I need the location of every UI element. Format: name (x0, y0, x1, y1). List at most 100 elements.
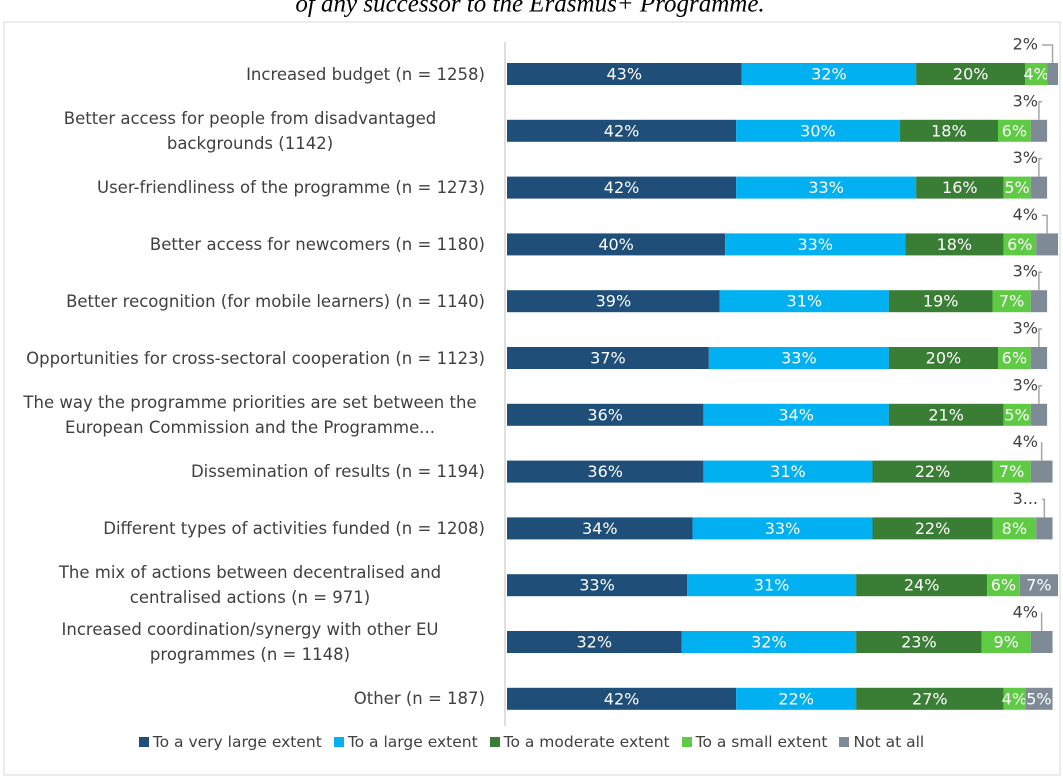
legend-label: To a large extent (347, 733, 478, 751)
data-label: 36% (587, 462, 623, 481)
data-label: 6% (1007, 235, 1032, 254)
data-label: 4% (1013, 603, 1038, 622)
bar-segment (1003, 233, 1037, 256)
data-label: 24% (904, 576, 940, 595)
data-label: 21% (928, 405, 964, 424)
category-text: Opportunities for cross-sectoral coopera… (26, 348, 485, 368)
data-label: 6% (1002, 349, 1027, 368)
bar-segment (997, 347, 1031, 369)
bar-segment (981, 631, 1031, 653)
category-label: Increased budget (n = 1258) (15, 44, 485, 104)
bar-segment (507, 347, 709, 369)
data-label: 3% (1013, 91, 1038, 110)
data-label: 27% (912, 689, 948, 708)
category-label: Better recognition (for mobile learners)… (15, 271, 485, 331)
data-label: 5% (1004, 405, 1029, 424)
data-label: 3% (1013, 375, 1038, 394)
bar-segment (1036, 233, 1058, 256)
bar-segment (741, 63, 917, 85)
data-label: 32% (811, 65, 847, 84)
data-label: 7% (1026, 576, 1051, 595)
chart-border (3, 21, 1061, 776)
data-label: 32% (577, 633, 613, 652)
category-label: Better access for people from disadvanta… (15, 101, 485, 161)
bar-segment (507, 460, 704, 483)
data-label: 5% (1004, 178, 1029, 197)
data-label: 33% (797, 235, 833, 254)
bar-segment (916, 63, 1026, 85)
data-label: 22% (915, 519, 951, 538)
callout-line (1038, 271, 1042, 291)
callout-line (1038, 101, 1042, 120)
bar-segment (507, 574, 688, 597)
legend-swatch (489, 737, 500, 747)
callout-line (1038, 328, 1042, 347)
data-label: 4% (1023, 65, 1048, 84)
data-label: 43% (607, 65, 643, 84)
callout-line (1042, 498, 1046, 518)
bar-segment (856, 574, 988, 597)
data-label: 9% (993, 633, 1018, 652)
legend-label: To a very large extent (152, 733, 322, 751)
bar-segment (507, 176, 737, 199)
legend-item: To a small extent (681, 733, 828, 751)
bar-segment (681, 631, 857, 653)
data-label: 18% (931, 121, 967, 140)
bar-segment (1003, 687, 1026, 710)
category-text: The way the programme priorities are set… (23, 392, 477, 437)
bar-segment (856, 631, 982, 653)
bar-segment (1030, 403, 1048, 426)
data-label: 42% (604, 121, 640, 140)
bar-segment (1030, 176, 1048, 199)
data-label: 4% (1002, 689, 1027, 708)
bar-segment (872, 460, 993, 483)
bar-segment (1030, 631, 1053, 653)
chart-title: of any successor to the Erasmus+ Program… (295, 0, 764, 18)
bar-segment (725, 233, 906, 256)
bar-segment (507, 233, 726, 256)
bar-segment (719, 290, 889, 313)
legend-item: To a very large extent (138, 733, 322, 751)
data-label: 7% (999, 292, 1024, 311)
bar-segment (888, 403, 1004, 426)
bar-segment (992, 460, 1031, 483)
callout-line (1042, 44, 1054, 63)
bar-segment (736, 119, 900, 142)
category-text: The mix of actions between decentralised… (58, 563, 442, 608)
category-label: Other (n = 187) (15, 669, 485, 729)
data-label: 33% (765, 519, 801, 538)
data-label: 19% (923, 292, 959, 311)
legend-swatch (839, 737, 850, 747)
bar-segment (507, 403, 704, 426)
bar-segment (507, 631, 682, 653)
legend-swatch (681, 737, 692, 747)
bar-segment (916, 176, 1004, 199)
data-label: 6% (991, 576, 1016, 595)
data-label: 32% (751, 633, 787, 652)
data-label: 42% (604, 178, 640, 197)
bar-segment (1025, 63, 1048, 85)
category-text: Increased coordination/synergy with othe… (61, 620, 439, 664)
data-label: 18% (937, 235, 973, 254)
bar-segment (992, 290, 1031, 313)
category-text: Other (n = 187) (353, 689, 485, 709)
legend-label: To a small extent (695, 733, 828, 751)
data-label: 5% (1026, 689, 1051, 708)
data-label: 20% (926, 349, 962, 368)
bar-segment (997, 119, 1031, 142)
category-label: Increased coordination/synergy with othe… (15, 612, 485, 672)
bar-segment (703, 460, 873, 483)
data-label: 4% (1013, 432, 1038, 451)
data-label: 36% (587, 405, 623, 424)
data-label: 33% (781, 349, 817, 368)
bar-segment (736, 176, 917, 199)
data-label: 39% (596, 292, 632, 311)
data-label: 20% (953, 65, 989, 84)
bar-segment (507, 517, 693, 540)
bar-segment (692, 517, 873, 540)
data-label: 30% (800, 121, 836, 140)
data-label: 40% (598, 235, 634, 254)
bar-segment (1025, 687, 1053, 710)
legend-label: Not at all (853, 733, 925, 751)
bar-segment (703, 403, 889, 426)
